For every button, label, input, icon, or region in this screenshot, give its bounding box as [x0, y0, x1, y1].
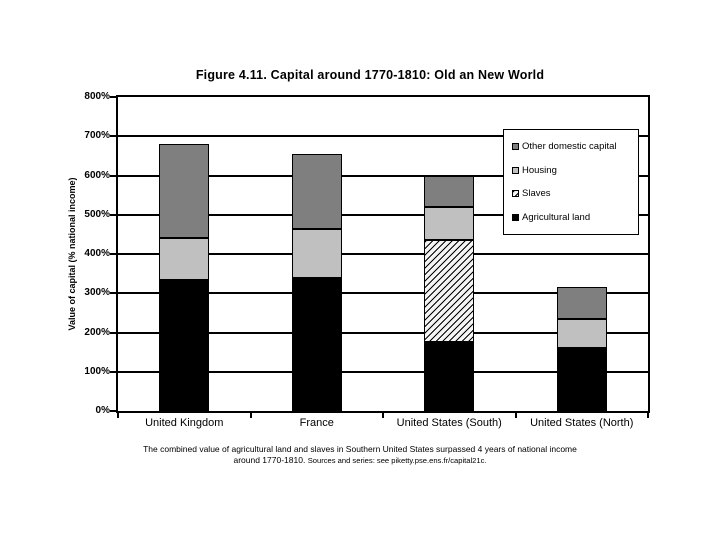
x-tick-mark [514, 413, 517, 418]
x-tick-mark [647, 413, 649, 418]
bar-4 [556, 97, 607, 411]
bar-1 [159, 97, 210, 411]
legend-item: Slaves [512, 188, 634, 199]
gridline [118, 253, 648, 255]
bar-3 [424, 97, 475, 411]
x-category-label: United States (North) [530, 417, 634, 429]
bar-2 [291, 97, 342, 411]
gridline [118, 213, 648, 216]
bar-segment-agricultural-land [424, 342, 475, 411]
figure-title: Figure 4.11. Capital around 1770-1810: O… [195, 68, 545, 82]
y-tick-label: 0% [95, 405, 110, 416]
x-category-label: United Kingdom [145, 417, 224, 429]
gridline [118, 174, 648, 177]
legend-label: Other domestic capital [522, 141, 617, 153]
caption-source: Sources and series: see piketty.pse.ens.… [307, 456, 487, 465]
figure-caption: The combined value of agricultural land … [30, 444, 690, 466]
caption-line2: around 1770-1810. Sources and series: se… [30, 455, 690, 466]
legend-marker-slaves [512, 190, 519, 198]
bar-segment-housing [556, 318, 607, 349]
legend-item: Agricultural land [512, 212, 634, 223]
caption-line1: The combined value of agricultural land … [143, 444, 577, 454]
x-tick-mark [117, 413, 119, 418]
x-category-label: United States (South) [396, 417, 502, 429]
y-tick-label: 800% [84, 91, 110, 102]
bar-segment-housing [291, 228, 342, 278]
bar-segment-agricultural-land [291, 277, 342, 411]
bar-segment-housing [159, 238, 210, 280]
gridline [118, 292, 648, 295]
gridline [118, 331, 648, 334]
legend-marker-other-domestic-capital [512, 143, 519, 151]
y-axis-title: Value of capital (% national income) [67, 177, 77, 331]
legend-item: Other domestic capital [512, 141, 634, 152]
y-tick-label: 700% [84, 130, 110, 142]
bar-segment-slaves [424, 240, 475, 343]
gridline [118, 135, 648, 138]
bar-segment-agricultural-land [556, 348, 607, 411]
bar-segment-other-domestic-capital [556, 287, 607, 319]
legend: Other domestic capital Housing Slaves Agric… [503, 129, 639, 235]
legend-marker-housing [512, 166, 519, 174]
y-tick-label: 100% [84, 365, 110, 377]
x-tick-mark [249, 413, 252, 418]
x-category-label: France [299, 417, 334, 429]
bar-segment-other-domestic-capital [424, 175, 475, 207]
legend-item: Housing [512, 165, 634, 176]
legend-label: Housing [522, 164, 557, 176]
gridline [118, 370, 648, 373]
legend-label: Slaves [522, 188, 551, 200]
x-tick-mark [382, 413, 384, 418]
caption-line2-main: around 1770-1810. [233, 455, 306, 465]
bar-segment-housing [424, 206, 475, 241]
bar-segment-other-domestic-capital [291, 153, 342, 229]
bar-segment-other-domestic-capital [159, 144, 210, 239]
bar-segment-agricultural-land [159, 279, 210, 411]
legend-label: Agricultural land [522, 211, 591, 223]
legend-marker-agricultural-land [512, 213, 519, 221]
